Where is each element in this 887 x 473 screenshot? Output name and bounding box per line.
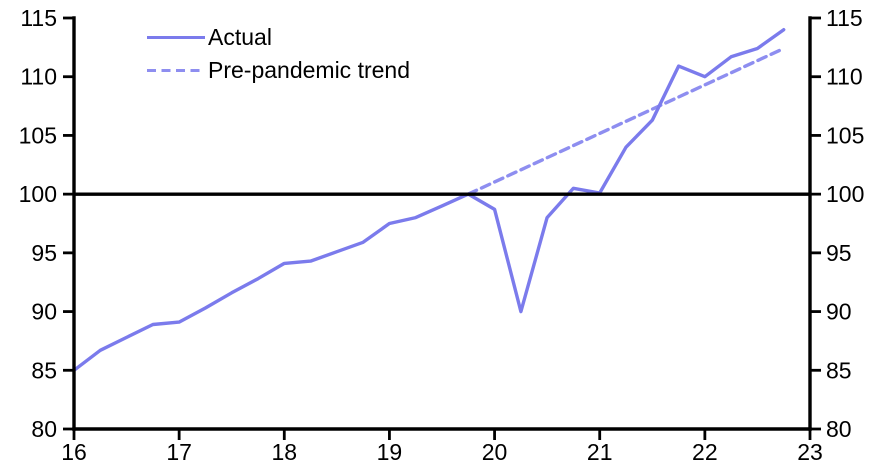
y-axis-left-tick-label: 90 bbox=[31, 299, 57, 325]
y-axis-right-tick-label: 110 bbox=[826, 64, 863, 90]
axes bbox=[72, 16, 812, 431]
y-axis-left-tick-label: 85 bbox=[31, 357, 57, 383]
y-axis-right-tick-label: 80 bbox=[826, 416, 852, 442]
y-axis-left-tick-label: 80 bbox=[31, 416, 57, 442]
x-axis-tick-label: 22 bbox=[692, 439, 718, 465]
y-axis-left-tick-label: 110 bbox=[20, 64, 57, 90]
axis-ticks bbox=[63, 16, 821, 440]
y-axis-right-tick-label: 105 bbox=[826, 122, 864, 148]
legend-item-trend: Pre-pandemic trend bbox=[147, 57, 410, 83]
y-axis-left-tick-label: 115 bbox=[20, 5, 57, 31]
y-axis-right-tick-label: 90 bbox=[826, 299, 852, 325]
y-axis-left-tick-label: 95 bbox=[31, 240, 57, 266]
legend-dashed-line-swatch bbox=[147, 68, 205, 72]
y-axis-left-tick-label: 105 bbox=[19, 122, 57, 148]
x-axis-tick-label: 20 bbox=[482, 439, 508, 465]
x-axis-tick-label: 17 bbox=[166, 439, 192, 465]
series-lines bbox=[72, 28, 786, 372]
y-axis-right-tick-label: 85 bbox=[826, 357, 852, 383]
y-axis-right-tick-label: 100 bbox=[826, 181, 864, 207]
legend-solid-line-swatch bbox=[147, 35, 205, 39]
y-axis-left-tick-label: 100 bbox=[19, 181, 57, 207]
x-axis-tick-label: 23 bbox=[797, 439, 823, 465]
x-axis-tick-label: 18 bbox=[271, 439, 297, 465]
x-axis-tick-label: 21 bbox=[587, 439, 613, 465]
legend-label-trend: Pre-pandemic trend bbox=[208, 57, 410, 83]
y-axis-right-tick-label: 95 bbox=[826, 240, 852, 266]
x-axis-tick-label: 16 bbox=[61, 439, 87, 465]
series-line-actual bbox=[72, 28, 786, 372]
axis-tick-labels: 80 80 85 85 90 90 95 95 100 100 105 105 110 110 115 115… bbox=[19, 5, 865, 465]
series-line-trend bbox=[466, 46, 786, 196]
legend-label-actual: Actual bbox=[208, 24, 272, 50]
legend: Actual Pre-pandemic trend bbox=[147, 24, 410, 83]
x-axis-tick-label: 19 bbox=[377, 439, 403, 465]
legend-item-actual: Actual bbox=[147, 24, 410, 50]
y-axis-right-tick-label: 115 bbox=[826, 5, 863, 31]
